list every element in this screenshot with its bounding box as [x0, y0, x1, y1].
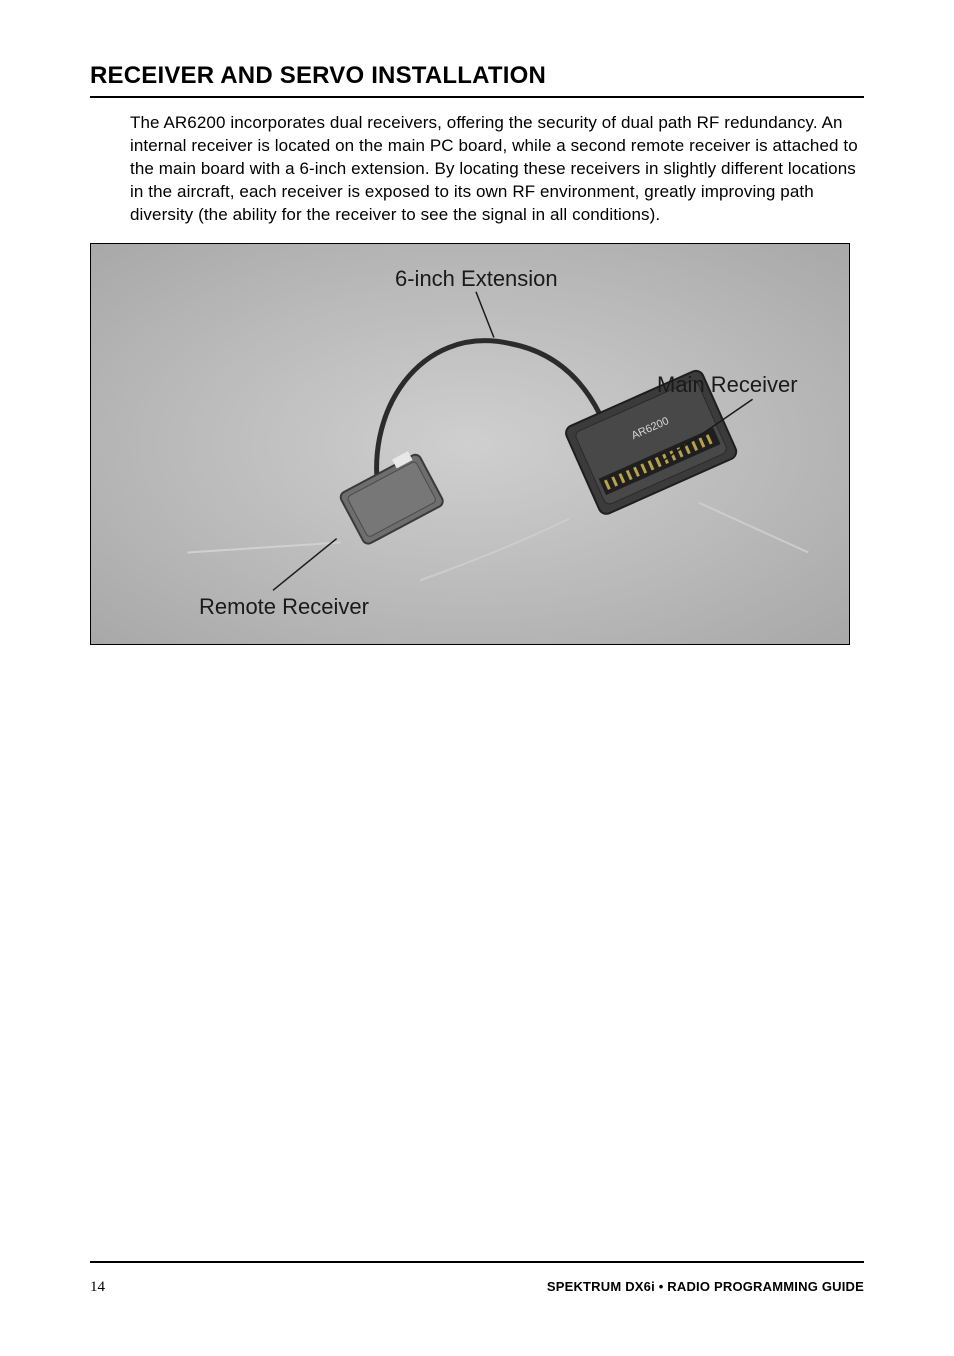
label-remote-receiver: Remote Receiver — [199, 594, 369, 620]
label-main-receiver: Main Receiver — [657, 372, 798, 398]
page-content: RECEIVER AND SERVO INSTALLATION The AR62… — [90, 62, 864, 1296]
figure-svg: AR6200 — [91, 244, 849, 644]
remote-antenna — [187, 542, 340, 552]
section-paragraph: The AR6200 incorporates dual receivers, … — [130, 112, 864, 227]
section-title: RECEIVER AND SERVO INSTALLATION — [90, 62, 864, 98]
label-extension: 6-inch Extension — [395, 266, 558, 292]
leader-extension — [476, 291, 494, 337]
footer-guide-title: SPEKTRUM DX6i • RADIO PROGRAMMING GUIDE — [547, 1279, 864, 1294]
remote-receiver-box — [336, 447, 445, 545]
page-footer: 14 SPEKTRUM DX6i • RADIO PROGRAMMING GUI… — [90, 1261, 864, 1296]
main-antenna-2 — [420, 518, 569, 580]
page-number: 14 — [90, 1279, 105, 1296]
figure: AR6200 6-inch Extension Main Receiver Re… — [90, 243, 850, 645]
main-antenna-1 — [699, 502, 808, 552]
